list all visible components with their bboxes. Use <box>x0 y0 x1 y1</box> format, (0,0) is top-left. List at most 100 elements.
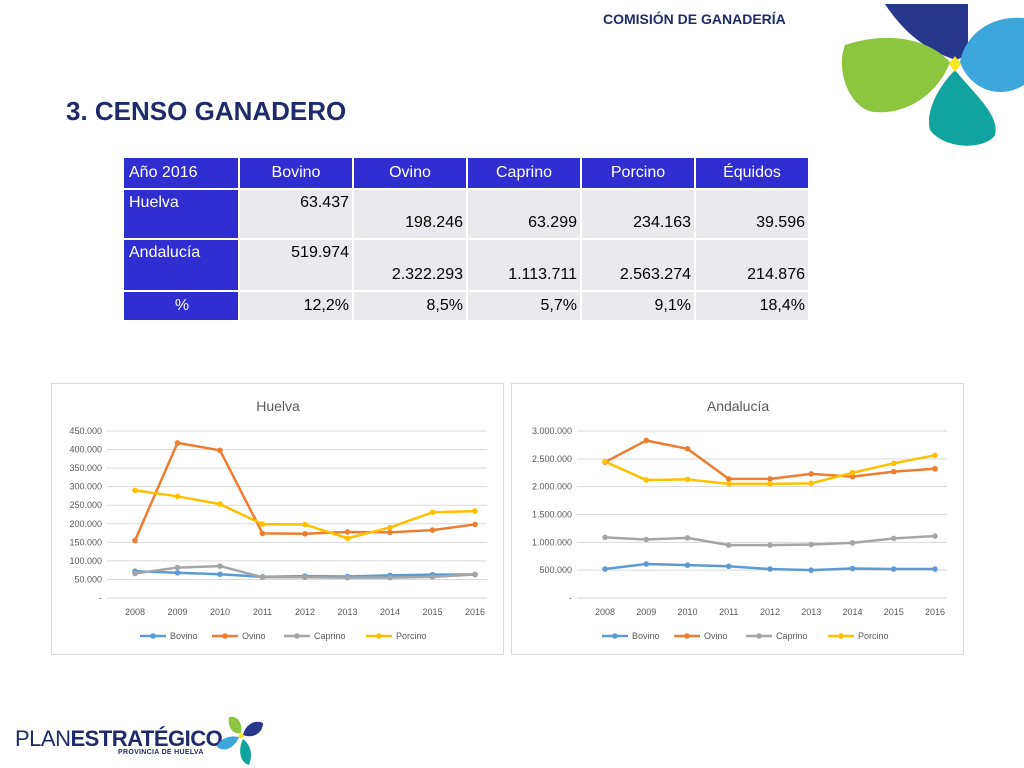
table-cell: 2.563.274 <box>580 238 696 292</box>
y-tick-label: 2.500.000 <box>532 454 572 464</box>
table-cell: 519.974 <box>238 238 354 292</box>
y-tick-label: - <box>569 593 572 603</box>
table-header-cell: Porcino <box>580 156 696 190</box>
data-point-caprino <box>890 535 897 542</box>
data-point-porcino <box>725 481 732 487</box>
legend-marker <box>684 633 690 639</box>
plan-subtitle: PROVINCIA DE HUELVA <box>118 749 204 756</box>
y-tick-label: 100.000 <box>69 556 102 566</box>
legend-label: Bovino <box>632 631 660 641</box>
data-point-porcino <box>472 508 478 514</box>
table-cell: 39.596 <box>694 188 810 240</box>
data-point-ovino <box>174 440 181 446</box>
data-point-ovino <box>132 537 138 544</box>
table-cell: 5,7% <box>466 290 582 322</box>
row-label: % <box>122 290 240 322</box>
data-point-caprino <box>767 542 773 548</box>
legend-label: Porcino <box>396 631 427 641</box>
legend-label: Caprino <box>776 631 808 641</box>
data-point-bovino <box>602 566 608 572</box>
data-point-bovino <box>932 566 938 572</box>
x-tick-label: 2012 <box>295 607 315 617</box>
data-point-caprino <box>472 571 478 578</box>
data-point-ovino <box>302 530 308 537</box>
data-point-bovino <box>849 565 856 572</box>
table-cell: 8,5% <box>352 290 468 322</box>
census-table: Año 2016 Bovino Ovino Caprino Porcino Éq… <box>122 156 810 322</box>
y-tick-label: - <box>99 593 102 603</box>
y-tick-label: 2.000.000 <box>532 482 572 492</box>
x-tick-label: 2010 <box>210 607 230 617</box>
legend-label: Ovino <box>704 631 728 641</box>
plan-bold-text: ESTRATÉGICO <box>70 726 223 751</box>
table-cell: 9,1% <box>580 290 696 322</box>
table-header-cell: Ovino <box>352 156 468 190</box>
x-tick-label: 2013 <box>337 607 357 617</box>
y-tick-label: 1.000.000 <box>532 537 572 547</box>
plan-estrategico-logo-text: PLANESTRATÉGICO <box>15 726 223 752</box>
x-tick-label: 2015 <box>422 607 442 617</box>
table-cell: 63.299 <box>466 188 582 240</box>
legend-label: Caprino <box>314 631 346 641</box>
data-point-ovino <box>472 521 478 528</box>
legend-label: Bovino <box>170 631 198 641</box>
data-point-caprino <box>302 574 308 581</box>
data-point-ovino <box>217 447 223 454</box>
table-cell: 63.437 <box>238 188 354 240</box>
x-tick-label: 2016 <box>925 607 945 617</box>
x-tick-label: 2009 <box>167 607 187 617</box>
data-point-bovino <box>684 562 691 568</box>
data-point-porcino <box>344 535 351 542</box>
legend-label: Ovino <box>242 631 266 641</box>
x-tick-label: 2012 <box>760 607 780 617</box>
data-point-bovino <box>890 566 897 572</box>
data-point-bovino <box>767 566 773 572</box>
data-point-caprino <box>132 570 138 577</box>
table-cell: 198.246 <box>352 188 468 240</box>
data-point-caprino <box>725 542 732 548</box>
data-point-ovino <box>643 437 650 444</box>
x-tick-label: 2014 <box>380 607 400 617</box>
data-point-bovino <box>725 563 732 570</box>
data-point-caprino <box>849 540 856 546</box>
y-tick-label: 50.000 <box>74 574 102 584</box>
data-point-caprino <box>174 564 181 571</box>
data-point-bovino <box>808 567 815 573</box>
data-point-porcino <box>602 458 608 465</box>
data-point-bovino <box>217 571 223 578</box>
data-point-porcino <box>217 501 223 507</box>
x-tick-label: 2015 <box>884 607 904 617</box>
x-tick-label: 2011 <box>253 607 272 617</box>
y-tick-label: 1.500.000 <box>532 510 572 520</box>
data-point-porcino <box>890 460 897 467</box>
data-point-porcino <box>387 524 393 531</box>
data-point-caprino <box>602 534 608 541</box>
legend-marker <box>222 633 228 639</box>
data-point-porcino <box>849 469 856 476</box>
data-point-caprino <box>217 563 223 569</box>
chart-title: Huelva <box>256 398 300 414</box>
andalucia-chart: Andalucía - 500.000 1.000.000 1.500.000 2.000… <box>511 383 964 655</box>
table-cell: 214.876 <box>694 238 810 292</box>
chart-title: Andalucía <box>707 398 769 414</box>
data-point-ovino <box>890 468 897 475</box>
x-tick-label: 2013 <box>801 607 821 617</box>
data-point-caprino <box>808 541 815 548</box>
flower-logo-icon <box>841 4 1024 146</box>
data-point-porcino <box>132 487 138 494</box>
x-tick-label: 2011 <box>719 607 738 617</box>
legend-label: Porcino <box>858 631 889 641</box>
data-point-ovino <box>849 473 856 480</box>
table-cell: 1.113.711 <box>466 238 582 292</box>
data-point-bovino <box>643 561 650 567</box>
data-point-porcino <box>174 493 181 500</box>
data-point-caprino <box>429 574 436 580</box>
y-tick-label: 300.000 <box>69 482 102 492</box>
data-point-caprino <box>387 574 393 581</box>
data-point-ovino <box>684 446 691 452</box>
page-title: 3. CENSO GANADERO <box>66 96 347 126</box>
y-tick-label: 500.000 <box>539 565 572 575</box>
plan-light-text: PLAN <box>15 726 71 751</box>
y-tick-label: 250.000 <box>69 500 102 510</box>
legend-marker <box>838 633 844 639</box>
